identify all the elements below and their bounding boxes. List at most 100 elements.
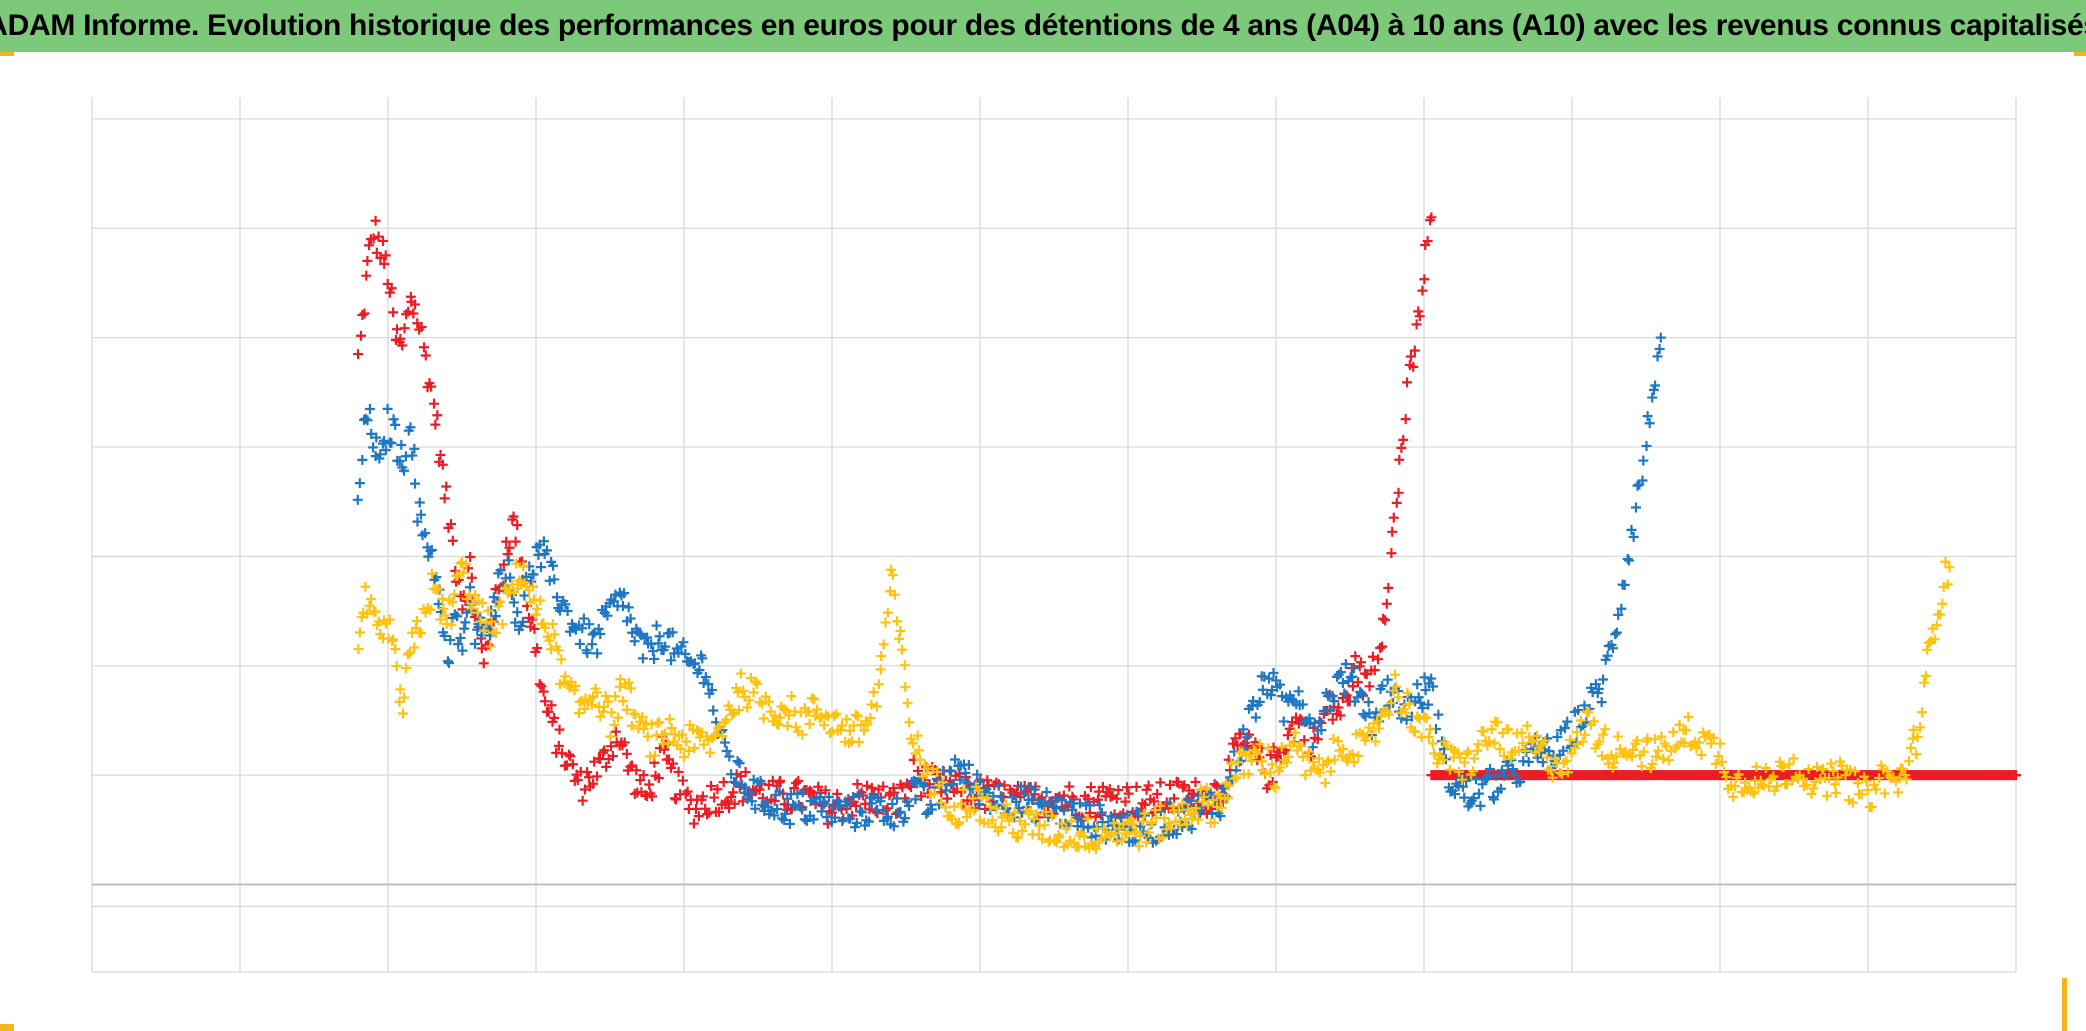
- data-point-A10: [1134, 841, 1145, 852]
- data-point-A06: [1083, 822, 1094, 833]
- data-point-A04: [806, 787, 817, 798]
- data-point-A04: [1419, 274, 1430, 285]
- data-point-A10: [750, 676, 761, 687]
- data-point-A06: [1412, 679, 1423, 690]
- data-point-A06: [1347, 671, 1358, 682]
- data-point-A06: [1449, 789, 1460, 800]
- data-point-A06: [910, 794, 921, 805]
- data-point-A04: [553, 740, 564, 751]
- data-point-A06: [875, 796, 886, 807]
- data-point-A04: [1426, 212, 1437, 223]
- data-point-A10: [1116, 835, 1127, 846]
- data-point-A06: [961, 777, 972, 788]
- data-point-A10: [757, 698, 768, 709]
- data-point-A06: [1644, 418, 1655, 429]
- data-point-A10: [1784, 759, 1795, 770]
- data-point-A10: [1143, 827, 1154, 838]
- data-point-A10: [1244, 750, 1255, 761]
- data-point-A10: [1224, 780, 1235, 791]
- data-point-A10: [812, 704, 823, 715]
- data-point-A10: [1832, 772, 1843, 783]
- data-point-A06: [845, 813, 856, 824]
- data-point-A04: [420, 350, 431, 361]
- data-point-A10: [461, 559, 472, 570]
- data-point-A10: [1494, 744, 1505, 755]
- data-point-A10: [483, 605, 494, 616]
- data-point-A06: [1419, 672, 1430, 683]
- data-point-A10: [1683, 711, 1694, 722]
- data-point-A10: [654, 717, 665, 728]
- data-point-A10: [689, 743, 700, 754]
- data-point-A10: [1929, 634, 1940, 645]
- data-point-A04: [631, 765, 642, 776]
- data-point-A04: [529, 623, 540, 634]
- data-point-A04: [1155, 777, 1166, 788]
- data-point-A06: [457, 645, 468, 656]
- data-point-A10: [1338, 743, 1349, 754]
- data-point-A06: [963, 759, 974, 770]
- data-point-A06: [1508, 764, 1518, 775]
- data-point-A10: [1233, 757, 1244, 768]
- data-point-A06: [1045, 796, 1056, 807]
- data-point-A06: [1415, 697, 1426, 708]
- corner-marker-bottom-right: [2062, 978, 2067, 1031]
- data-point-A10: [1155, 800, 1166, 811]
- data-point-A06: [1477, 779, 1488, 790]
- data-point-A10: [458, 567, 469, 578]
- data-point-A04: [1369, 665, 1380, 676]
- data-point-A04: [1356, 657, 1367, 668]
- corner-marker-top-left: [0, 52, 14, 56]
- data-point-A04: [355, 330, 366, 341]
- data-point-A04: [789, 783, 800, 794]
- data-point-A10: [836, 720, 847, 731]
- data-point-A10: [1830, 788, 1841, 799]
- data-point-A06: [653, 638, 664, 649]
- data-point-A10: [1419, 711, 1430, 722]
- data-point-A06: [592, 648, 603, 659]
- data-point-A06: [651, 620, 662, 631]
- data-point-A10: [400, 662, 411, 673]
- data-point-A06: [1637, 475, 1648, 486]
- data-point-A06: [1598, 674, 1609, 685]
- data-point-A10: [1091, 843, 1102, 854]
- data-point-A10: [649, 750, 660, 761]
- data-point-A06: [521, 571, 532, 582]
- data-point-A06: [519, 590, 530, 601]
- data-point-A10: [623, 677, 634, 688]
- data-point-A10: [889, 589, 900, 600]
- data-point-A04: [1097, 781, 1108, 792]
- data-point-A10: [1031, 809, 1042, 820]
- data-point-A10: [1208, 795, 1219, 806]
- data-point-A06: [1552, 731, 1563, 742]
- data-point-A06: [1316, 725, 1327, 736]
- data-point-A10: [1547, 772, 1558, 783]
- data-point-A06: [366, 428, 377, 439]
- data-point-A10: [973, 785, 984, 796]
- data-point-A04: [726, 792, 737, 803]
- data-point-A06: [1029, 784, 1040, 795]
- data-point-A10: [915, 754, 926, 765]
- data-point-A10: [1916, 707, 1927, 718]
- data-point-A10: [532, 603, 543, 614]
- data-point-A06: [857, 807, 868, 818]
- data-point-A10: [1438, 754, 1449, 765]
- data-point-A04: [690, 803, 701, 814]
- data-point-A10: [1402, 687, 1413, 698]
- data-point-A04: [377, 235, 388, 246]
- data-point-A06: [955, 774, 966, 785]
- data-point-A10: [1751, 761, 1762, 772]
- data-point-A10: [1850, 766, 1861, 777]
- data-point-A10: [1197, 796, 1208, 807]
- data-point-A10: [782, 720, 793, 731]
- data-point-A04: [483, 639, 494, 650]
- data-point-A04: [2011, 770, 2021, 781]
- data-point-A10: [1680, 725, 1691, 736]
- data-point-A06: [394, 456, 405, 467]
- data-point-A04: [399, 323, 410, 334]
- data-point-A10: [866, 699, 877, 710]
- data-point-A10: [1556, 769, 1567, 780]
- data-point-A10: [1391, 681, 1402, 692]
- data-point-A10: [1919, 677, 1930, 688]
- data-point-A06: [388, 414, 399, 425]
- data-point-A10: [1056, 818, 1067, 829]
